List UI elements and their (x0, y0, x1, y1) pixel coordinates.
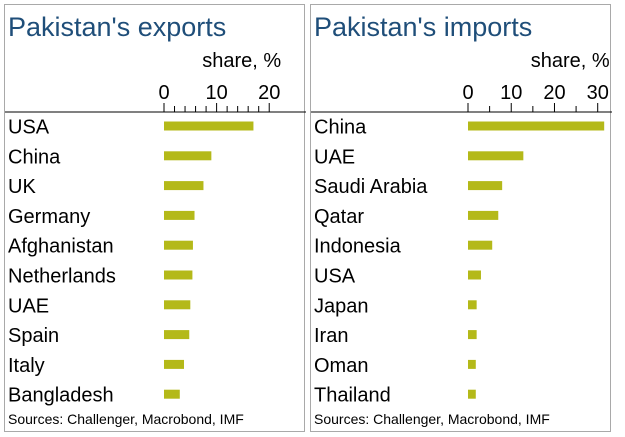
exports-tick-label: 10 (205, 82, 227, 104)
imports-bar (468, 121, 605, 131)
imports-category-label: Japan (314, 295, 369, 317)
imports-chart: Pakistan's imports share, % 0 10 20 30 China UA… (311, 12, 612, 427)
exports-category-label: China (8, 146, 61, 168)
imports-category-label: USA (314, 266, 356, 288)
exports-panel: Pakistan's exports share, % 0 10 20 USA China U… (4, 4, 306, 432)
imports-bar (468, 210, 499, 220)
imports-bar (468, 300, 477, 310)
exports-category-label: Afghanistan (8, 236, 114, 258)
exports-tick-label: 20 (258, 82, 280, 104)
imports-title: Pakistan's imports (314, 12, 532, 42)
imports-axis-label: share, % (531, 50, 610, 72)
exports-bar (164, 210, 195, 220)
exports-category-label: UAE (8, 295, 49, 317)
exports-category-label: USA (8, 117, 50, 139)
exports-bar (164, 330, 190, 340)
imports-tick-label: 20 (543, 82, 565, 104)
imports-category-label: Qatar (314, 206, 364, 228)
exports-bar (164, 181, 204, 191)
imports-bar (468, 330, 477, 340)
imports-category-label: UAE (314, 146, 355, 168)
exports-bar (164, 300, 191, 310)
exports-category-label: Germany (8, 206, 90, 228)
exports-bar (164, 359, 184, 369)
imports-tick-label: 10 (500, 82, 522, 104)
imports-source-note: Sources: Challenger, Macrobond, IMF (314, 411, 550, 427)
imports-bar (468, 359, 476, 369)
imports-category-label: Iran (314, 325, 348, 347)
imports-tick-label: 30 (587, 82, 609, 104)
imports-bar (468, 270, 481, 280)
exports-bar (164, 270, 193, 280)
exports-bar (164, 240, 193, 250)
imports-category-label: Indonesia (314, 236, 402, 258)
imports-bar (468, 240, 493, 250)
exports-category-label: Italy (8, 355, 45, 377)
exports-category-label: Spain (8, 325, 59, 347)
imports-category-label: China (314, 117, 367, 139)
exports-category-label: Netherlands (8, 266, 116, 288)
exports-bar (164, 389, 180, 399)
exports-category-label: Bangladesh (8, 385, 114, 407)
imports-category-label: Thailand (314, 385, 391, 407)
imports-bar (468, 389, 476, 399)
exports-bar (164, 121, 254, 131)
imports-bar (468, 151, 524, 161)
imports-tick-label: 0 (462, 82, 473, 104)
exports-chart: Pakistan's exports share, % 0 10 20 USA China U… (5, 12, 306, 427)
exports-category-label: UK (8, 176, 36, 198)
exports-bar (164, 151, 212, 161)
imports-category-label: Oman (314, 355, 368, 377)
exports-axis-label: share, % (202, 50, 281, 72)
imports-panel: Pakistan's imports share, % 0 10 20 30 China UA… (310, 4, 612, 432)
imports-category-label: Saudi Arabia (314, 176, 428, 198)
imports-bar (468, 181, 503, 191)
exports-title: Pakistan's exports (8, 12, 226, 42)
exports-source-note: Sources: Challenger, Macrobond, IMF (8, 411, 244, 427)
exports-tick-label: 0 (158, 82, 169, 104)
